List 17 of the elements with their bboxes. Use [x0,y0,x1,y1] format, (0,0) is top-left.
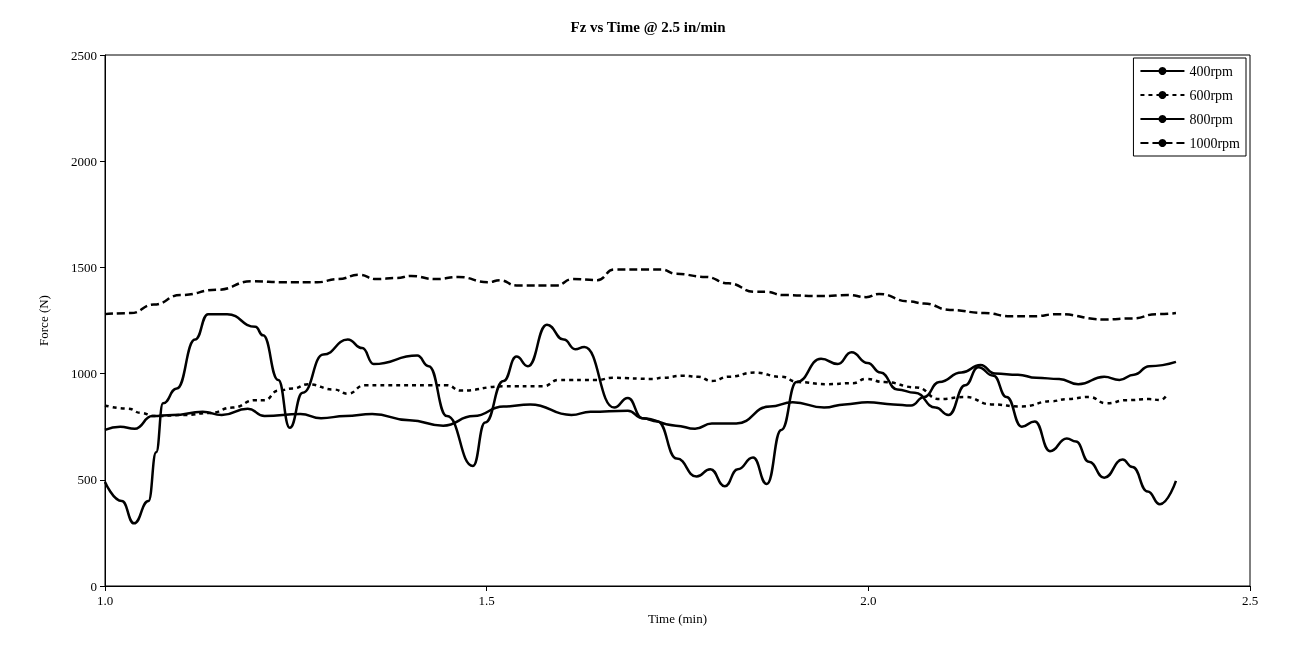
x-tick-label: 1.0 [96,593,114,608]
x-tick-label: 1.5 [478,593,495,608]
y-tick-label: 1000 [71,366,97,382]
legend-label: 600rpm [1189,87,1234,103]
chart-title: Fz vs Time @ 2.5 in/min [570,18,727,35]
y-tick-label: 500 [77,472,97,488]
x-axis-title: Time (min) [647,610,708,626]
y-tick-label: 2500 [71,47,97,63]
legend-label: 800rpm [1189,111,1234,127]
legend-label: 1000rpm [1189,135,1241,151]
y-axis-title: Force (N) [36,295,51,346]
y-tick-label: 0 [90,578,97,594]
x-tick-label: 2.0 [860,593,877,608]
y-tick-label: 2000 [71,153,97,169]
x-tick-label: 2.5 [1241,593,1259,608]
y-tick-label: 1500 [71,259,97,275]
legend-label: 400rpm [1189,63,1234,79]
